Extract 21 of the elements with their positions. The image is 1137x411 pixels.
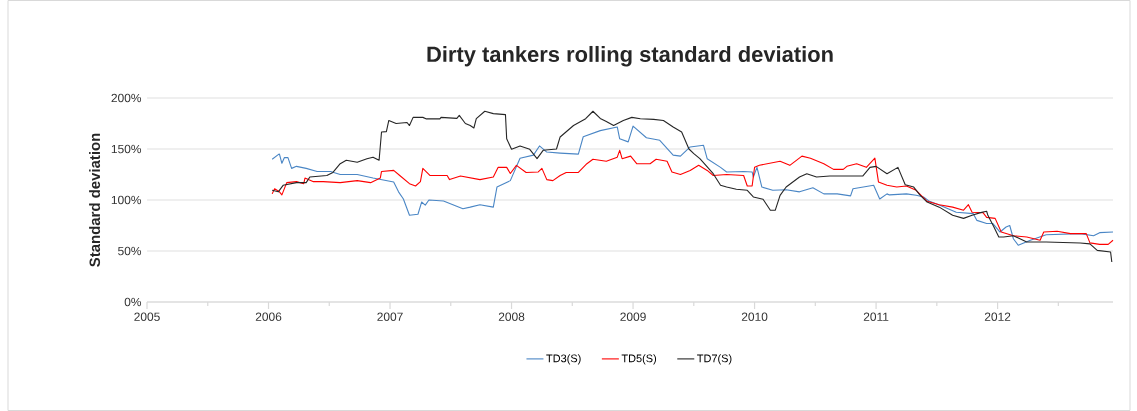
legend-label: TD5(S)	[621, 354, 657, 365]
x-tick-label: 2006	[255, 312, 282, 321]
line-series	[271, 149, 1114, 245]
legend-label: TD3(S)	[546, 354, 581, 365]
x-tick-label: 2010	[741, 312, 768, 321]
y-axis-title: Standard deviation	[89, 133, 101, 267]
y-tick-label: 100%	[111, 195, 142, 205]
y-tick-label: 200%	[111, 93, 142, 103]
x-tick-label: 2007	[377, 312, 403, 321]
y-tick-label: 50%	[118, 246, 142, 256]
x-tick-label: 2012	[984, 312, 1011, 321]
line-series	[271, 125, 1114, 246]
line-series	[271, 110, 1113, 263]
y-tick-label: 0%	[124, 297, 142, 307]
x-tick-label: 2011	[863, 312, 889, 321]
x-tick-label: 2008	[498, 312, 525, 321]
x-tick-label: 2005	[134, 312, 160, 321]
chart-title: Dirty tankers rolling standard deviation	[427, 45, 833, 67]
x-tick-label: 2009	[620, 312, 646, 321]
y-tick-label: 150%	[111, 144, 142, 154]
legend-label: TD7(S)	[697, 354, 732, 365]
